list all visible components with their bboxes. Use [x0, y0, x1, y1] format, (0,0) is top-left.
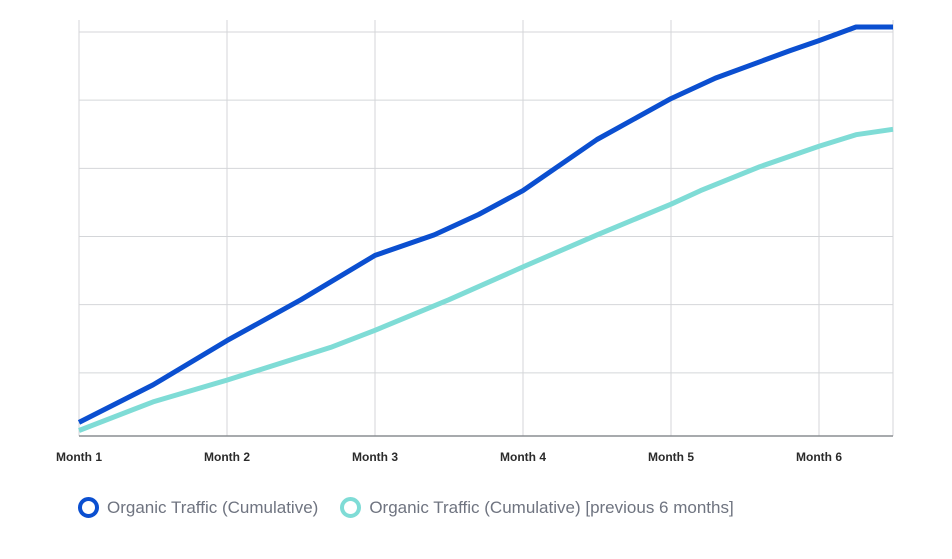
- x-tick-label: Month 2: [204, 450, 250, 464]
- series-line-1: [77, 24, 893, 425]
- legend-item-series-1[interactable]: Organic Traffic (Cumulative): [78, 497, 318, 518]
- x-tick-label: Month 4: [500, 450, 546, 464]
- legend-label-series-2: Organic Traffic (Cumulative) [previous 6…: [369, 497, 734, 517]
- x-tick-label: Month 3: [352, 450, 398, 464]
- legend-label-series-1: Organic Traffic (Cumulative): [107, 497, 319, 517]
- vertical-gridlines: [78, 20, 894, 436]
- x-tick-label: Month 5: [648, 450, 694, 464]
- series-lines: [77, 24, 894, 433]
- horizontal-gridlines: [79, 31, 893, 374]
- x-tick-label: Month 6: [796, 450, 842, 464]
- legend-item-series-2[interactable]: Organic Traffic (Cumulative) [previous 6…: [340, 497, 734, 518]
- legend-swatch-series-1: [78, 497, 99, 518]
- legend: Organic Traffic (Cumulative) Organic Tra…: [78, 497, 734, 518]
- series-line-2: [78, 126, 894, 433]
- legend-swatch-series-2: [340, 497, 362, 518]
- x-tick-labels: Month 1 Month 2 Month 3 Month 4 Month 5 Month…: [56, 450, 842, 464]
- x-tick-label: Month 1: [56, 450, 102, 464]
